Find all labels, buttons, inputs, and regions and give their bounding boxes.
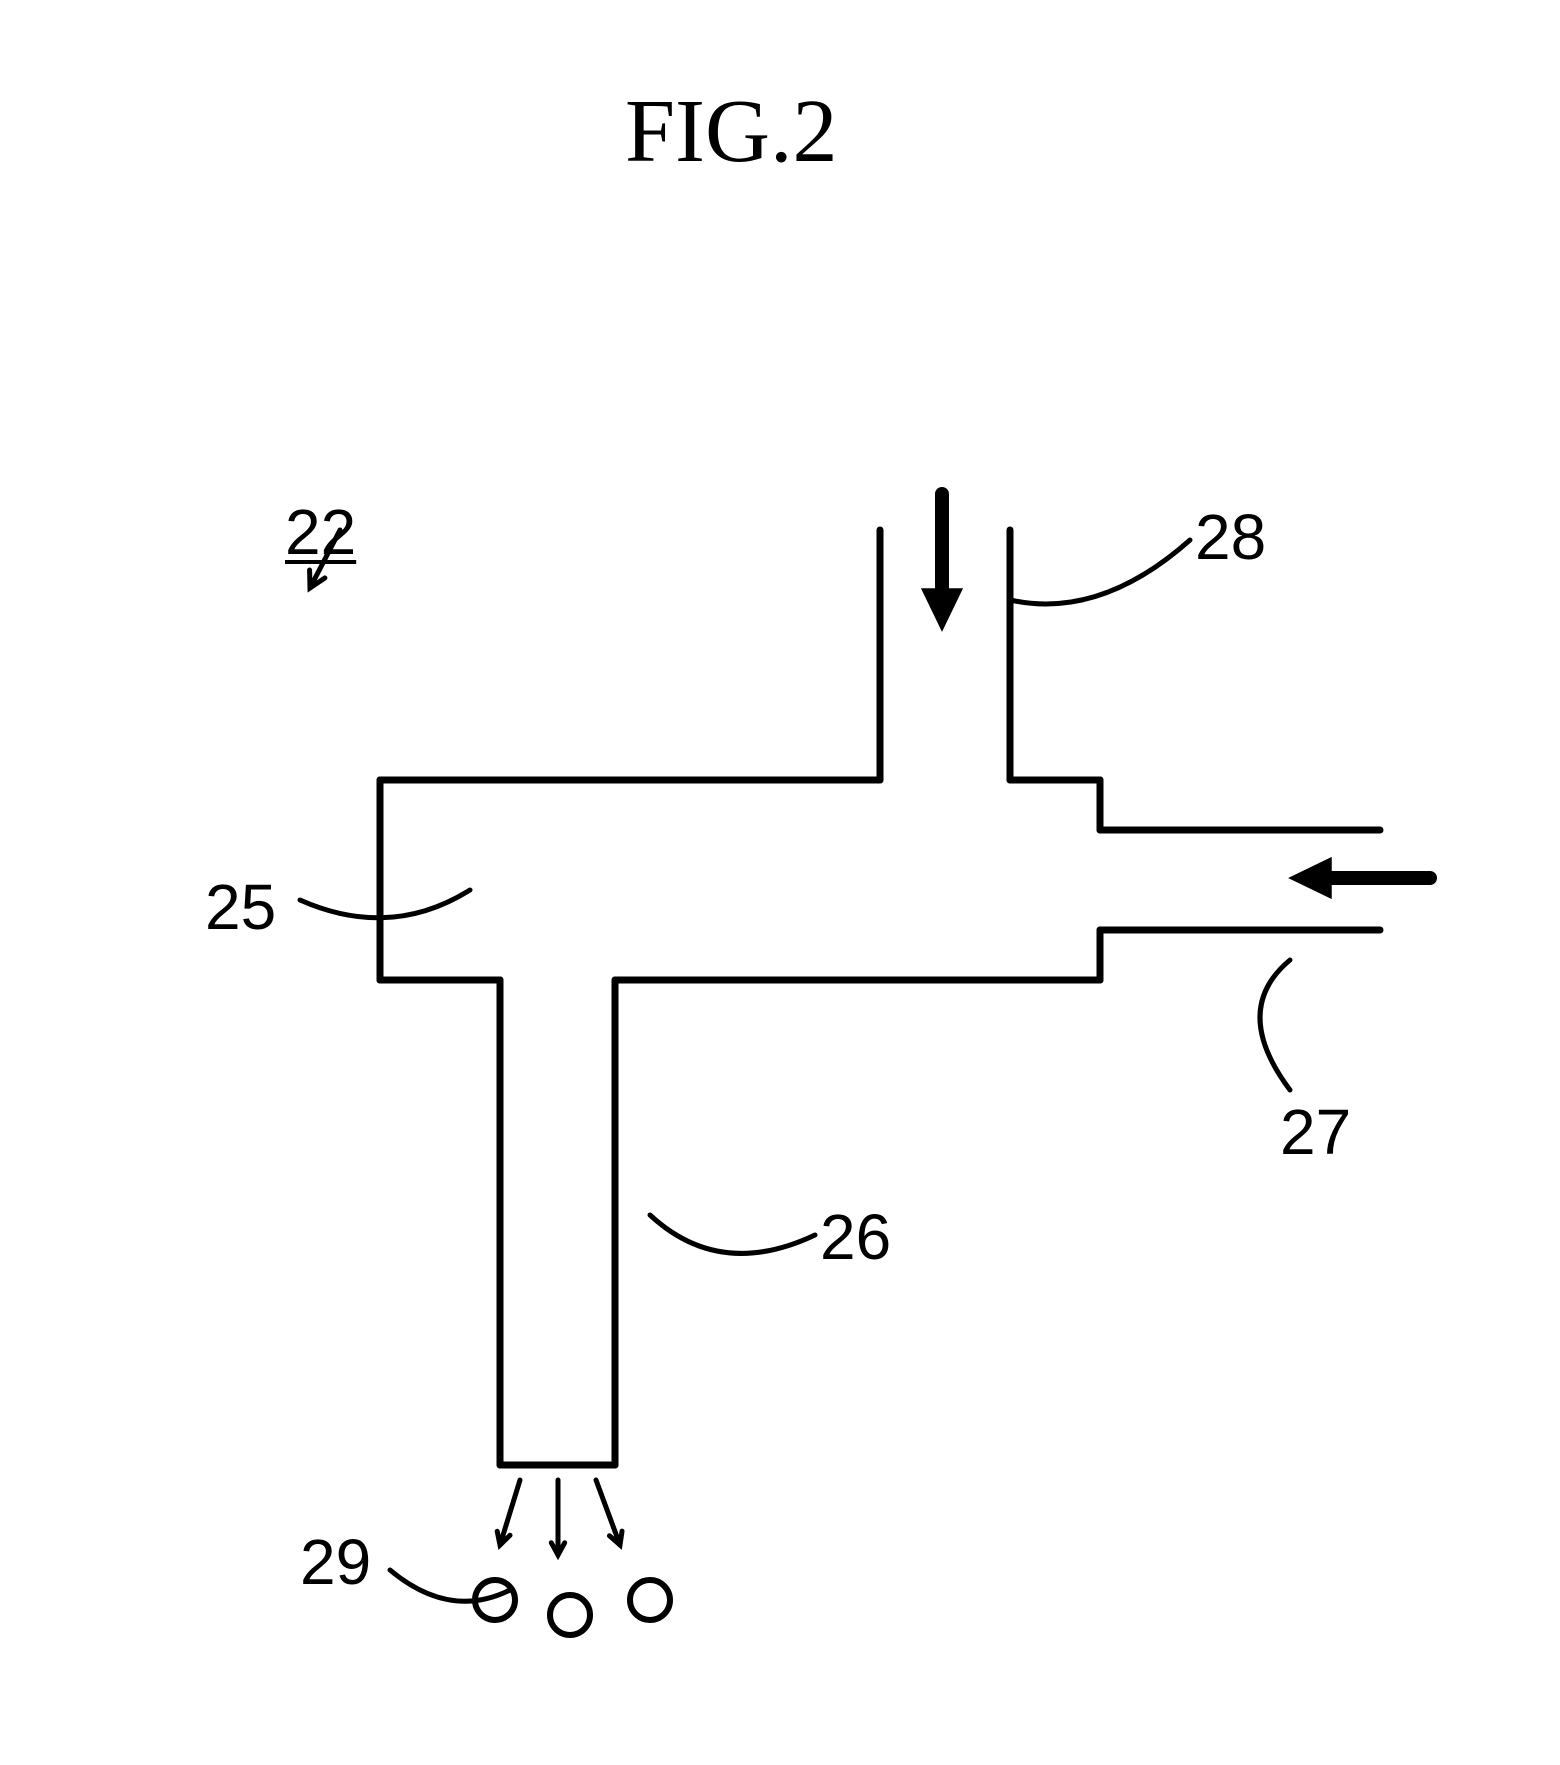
figure-page: FIG.2 22 28 25 27 26 29 (0, 0, 1560, 1765)
figure-svg (0, 0, 1560, 1765)
